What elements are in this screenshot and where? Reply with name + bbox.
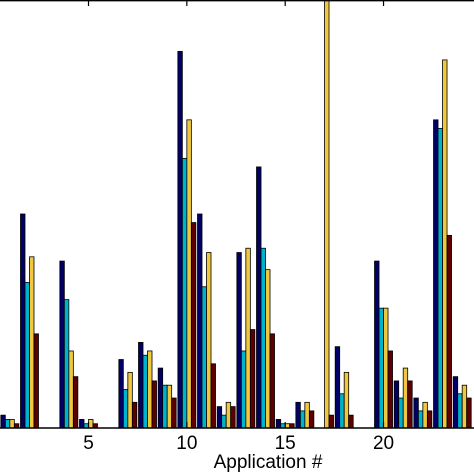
bar-series3-app2 — [29, 256, 35, 429]
bar-series4-app9 — [171, 397, 177, 429]
bar-series1-app20 — [374, 260, 380, 429]
bar-series1-app7 — [118, 359, 124, 429]
bar-series4-app8 — [151, 380, 157, 429]
bar-series3-app24 — [461, 384, 468, 429]
bar-series3-app9 — [166, 384, 173, 429]
bar-series4-app17 — [328, 414, 334, 429]
bar-series2-app7 — [122, 389, 129, 429]
bar-series3-app18 — [343, 371, 350, 429]
bar-series3-app7 — [127, 371, 133, 429]
bar-series1-app23 — [433, 119, 439, 429]
bar-series1-app10 — [177, 50, 183, 429]
bar-series4-app12 — [230, 406, 236, 429]
bar-series2-app4 — [63, 299, 70, 429]
bar-series1-app5 — [79, 419, 85, 429]
bar-series1-app22 — [413, 397, 419, 429]
bar-series4-app11 — [210, 363, 216, 429]
bar-series4-app16 — [308, 410, 315, 429]
bar-series3-app17 — [324, 0, 330, 429]
bar-series2-app24 — [457, 393, 463, 429]
bar-series1-app8 — [138, 341, 144, 429]
bar-series3-app23 — [442, 59, 448, 429]
bar-series4-app22 — [426, 410, 433, 429]
bar-series1-app24 — [452, 376, 459, 429]
bar-series4-app4 — [72, 376, 79, 429]
bar-series4-app2 — [33, 333, 39, 429]
bar-series3-app21 — [402, 367, 409, 429]
bar-series2-app12 — [221, 414, 227, 429]
bar-series1-app9 — [157, 367, 164, 429]
bar-series1-app14 — [256, 166, 262, 429]
axes-layer — [0, 0, 474, 429]
bar-series2-app2 — [24, 282, 30, 429]
bar-series2-app23 — [437, 127, 443, 429]
bar-series4-app21 — [407, 380, 413, 429]
bar-series3-app22 — [422, 401, 428, 429]
bar-series2-app21 — [398, 397, 404, 429]
bar-series3-app11 — [206, 252, 212, 429]
bar-series2-app22 — [417, 410, 424, 429]
bar-series1-app2 — [20, 213, 26, 429]
bar-series4-app24 — [466, 397, 472, 429]
bar-series1-app18 — [334, 346, 341, 429]
bar-series3-app20 — [383, 307, 389, 429]
bar-series2-app1 — [4, 419, 11, 429]
bar-series1-app21 — [393, 380, 400, 429]
bar-series1-app11 — [197, 213, 203, 429]
bar-series3-app12 — [225, 401, 232, 429]
bar-series2-app20 — [378, 307, 384, 429]
bar-series3-app4 — [68, 350, 74, 429]
bar-series2-app14 — [260, 247, 266, 429]
bar-series4-app18 — [348, 414, 354, 429]
x-tick-label-10: 10 — [176, 433, 197, 454]
x-tick-label-15: 15 — [275, 433, 296, 454]
bar-series2-app18 — [339, 393, 345, 429]
bar-series1-app12 — [216, 406, 223, 429]
bar-series4-app14 — [269, 333, 275, 429]
bar-series3-app8 — [147, 350, 153, 429]
bar-series3-app5 — [88, 419, 94, 429]
bar-series4-app7 — [131, 401, 138, 429]
bars-layer — [0, 0, 472, 429]
x-axis-label: Application # — [214, 452, 323, 473]
bar-series1-app15 — [275, 419, 282, 429]
bar-series2-app10 — [181, 157, 188, 429]
bar-series1-app13 — [236, 252, 242, 429]
x-tick-label-5: 5 — [83, 433, 94, 454]
bar-series1-app16 — [295, 401, 301, 429]
bar-series3-app16 — [304, 401, 310, 429]
bar-series2-app8 — [142, 354, 148, 429]
bar-series1-app4 — [59, 260, 65, 429]
bar-series3-app10 — [186, 119, 192, 429]
bar-series4-app23 — [446, 234, 452, 429]
bar-series2-app13 — [240, 350, 247, 429]
bar-series1-app1 — [0, 414, 6, 429]
bar-series3-app13 — [245, 247, 251, 429]
bar-series4-app13 — [249, 329, 256, 429]
x-tick-label-20: 20 — [373, 433, 394, 454]
x-ticks: 5 10 15 20 — [83, 0, 394, 454]
bar-series3-app14 — [265, 269, 271, 429]
bar-series2-app11 — [201, 286, 207, 429]
bar-series4-app20 — [387, 350, 393, 429]
bar-series3-app1 — [9, 419, 15, 429]
bar-series4-app10 — [190, 222, 197, 429]
bar-series2-app16 — [299, 410, 306, 429]
bar-series2-app9 — [162, 384, 168, 429]
